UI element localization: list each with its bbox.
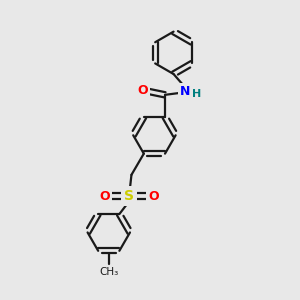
Text: N: N bbox=[180, 85, 190, 98]
Text: O: O bbox=[100, 190, 110, 202]
Text: H: H bbox=[192, 89, 201, 99]
Text: CH₃: CH₃ bbox=[99, 268, 119, 278]
Text: O: O bbox=[137, 84, 148, 97]
Text: S: S bbox=[124, 189, 134, 203]
Text: O: O bbox=[148, 190, 159, 202]
